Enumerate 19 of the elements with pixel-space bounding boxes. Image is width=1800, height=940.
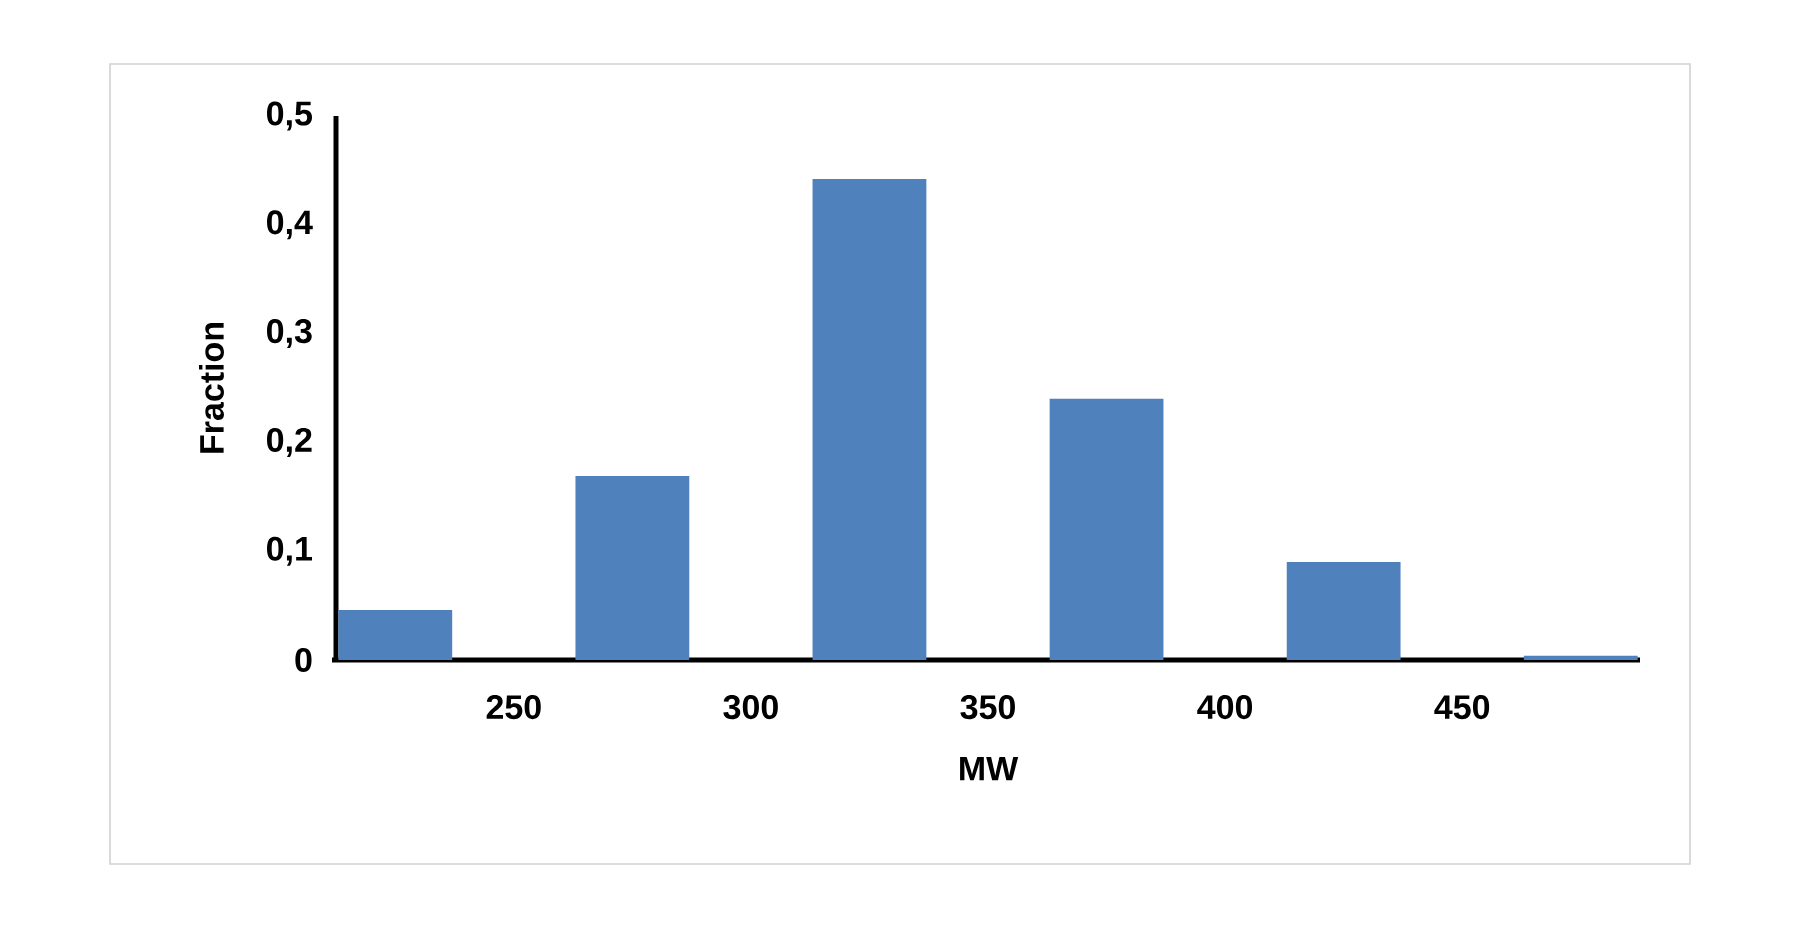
y-axis-title: Fraction [198, 323, 224, 453]
bar [812, 179, 927, 660]
x-axis-title: MW [960, 756, 1019, 781]
y-tick-label: 0,2 [267, 427, 312, 457]
bar [1286, 562, 1401, 660]
bar [575, 476, 690, 660]
x-tick-label: 350 [960, 695, 1015, 720]
x-tick-label: 400 [1197, 695, 1253, 720]
y-tick-label: 0,1 [267, 536, 312, 566]
y-tick-label: 0 [295, 647, 312, 673]
x-tick-label: 300 [723, 695, 778, 720]
x-tick-label: 250 [486, 695, 541, 720]
bar [1049, 398, 1164, 660]
bar [1523, 655, 1638, 660]
bar [338, 609, 453, 660]
y-tick-label: 0,5 [267, 101, 312, 131]
y-tick-label: 0,3 [267, 319, 312, 349]
x-tick-label: 450 [1434, 695, 1490, 720]
y-tick-label: 0,4 [267, 210, 313, 240]
